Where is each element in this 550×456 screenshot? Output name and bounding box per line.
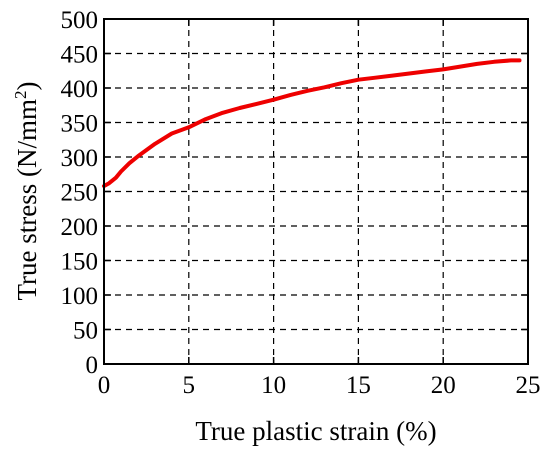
- x-tick-label: 15: [346, 372, 371, 399]
- x-tick-label: 10: [261, 372, 286, 399]
- x-axis-title: True plastic strain (%): [195, 416, 436, 446]
- y-tick-label: 200: [61, 214, 99, 241]
- y-tick-labels: 0 50 100 150 200 250 300 350 400 450 500: [61, 7, 99, 379]
- y-axis-title-superscript: 2: [11, 90, 30, 99]
- y-axis-title: True stress (N/mm2): [11, 81, 42, 300]
- y-tick-label: 0: [86, 352, 99, 379]
- y-axis-title-end: ): [12, 81, 42, 90]
- y-tick-label: 100: [61, 283, 99, 310]
- y-tick-label: 150: [61, 249, 99, 276]
- y-tick-label: 50: [73, 318, 98, 345]
- x-tick-label: 20: [431, 372, 456, 399]
- y-tick-label: 350: [61, 111, 99, 138]
- plot-frame: [103, 18, 529, 365]
- grid-lines: [104, 19, 528, 364]
- stress-strain-line: [102, 58, 522, 188]
- x-tick-label: 0: [98, 372, 111, 399]
- y-tick-label: 300: [61, 145, 99, 172]
- y-axis-title-main: True stress (N/mm: [12, 99, 42, 301]
- x-tick-label: 25: [516, 372, 541, 399]
- y-tick-label: 450: [61, 42, 99, 69]
- x-tick-labels: 0 5 10 15 20 25: [98, 372, 541, 399]
- y-tick-label: 400: [61, 76, 99, 103]
- x-tick-label: 5: [183, 372, 196, 399]
- y-tick-label: 500: [61, 7, 99, 34]
- series-layer: [102, 58, 522, 188]
- y-tick-label: 250: [61, 180, 99, 207]
